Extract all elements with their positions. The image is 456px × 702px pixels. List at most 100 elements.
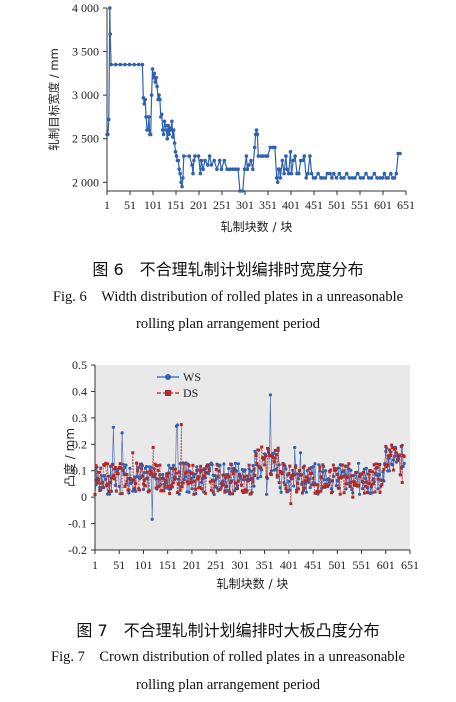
data-point-ds bbox=[327, 483, 331, 487]
data-point-ds bbox=[181, 481, 185, 485]
x-tick-label: 501 bbox=[328, 558, 346, 572]
x-tick-label: 251 bbox=[213, 198, 231, 212]
data-point-ds bbox=[311, 476, 315, 480]
data-point-ws bbox=[243, 468, 247, 472]
data-point bbox=[369, 176, 374, 180]
data-point bbox=[308, 154, 312, 158]
data-point-ds bbox=[103, 463, 107, 467]
data-point-ds bbox=[321, 463, 325, 467]
x-tick-label: 201 bbox=[190, 198, 208, 212]
data-point-ws bbox=[124, 463, 128, 467]
data-point-ds bbox=[384, 444, 388, 448]
data-point-ds bbox=[283, 483, 287, 487]
data-point-ds bbox=[323, 485, 327, 489]
data-point-ws bbox=[291, 468, 295, 472]
data-point bbox=[160, 128, 165, 132]
data-point-ds bbox=[254, 454, 258, 458]
data-point bbox=[222, 158, 227, 163]
data-point-ds bbox=[236, 486, 239, 490]
data-point-ws bbox=[324, 469, 328, 473]
data-point-ds bbox=[297, 487, 300, 491]
data-point-ws bbox=[308, 486, 312, 490]
data-point-ds bbox=[358, 475, 362, 479]
data-point-ds bbox=[336, 486, 340, 490]
data-point-ws bbox=[136, 475, 140, 479]
data-point bbox=[242, 167, 247, 171]
data-point-ds bbox=[171, 466, 174, 470]
data-point-ds bbox=[135, 461, 139, 465]
data-point-ds bbox=[372, 463, 376, 467]
data-point-ws bbox=[107, 492, 112, 496]
data-point-ds bbox=[382, 467, 386, 471]
data-point-ds bbox=[351, 495, 355, 499]
data-point-ds bbox=[389, 454, 393, 457]
data-point bbox=[187, 154, 192, 158]
data-point-ds bbox=[378, 490, 382, 494]
data-point bbox=[394, 171, 399, 176]
data-point-ds bbox=[121, 469, 125, 472]
data-point-ds bbox=[331, 463, 335, 467]
data-point-ds bbox=[239, 483, 243, 487]
figure-6-caption-cn: 图 6 不合理轧制计划编排时宽度分布 bbox=[92, 260, 364, 279]
data-point bbox=[158, 97, 162, 102]
data-point bbox=[150, 67, 155, 71]
data-point bbox=[163, 123, 168, 128]
data-point bbox=[161, 132, 166, 137]
x-tick-label: 451 bbox=[305, 198, 323, 212]
data-point-ds bbox=[371, 482, 375, 486]
data-point bbox=[172, 141, 177, 145]
data-point bbox=[372, 171, 377, 176]
data-point-ws bbox=[117, 484, 121, 488]
data-point bbox=[162, 119, 167, 124]
data-point-ds bbox=[165, 472, 169, 476]
x-tick-label: 1 bbox=[92, 558, 98, 572]
data-point bbox=[382, 171, 387, 176]
data-point-ds bbox=[285, 489, 289, 493]
data-point-ds bbox=[249, 492, 253, 496]
data-point-ds bbox=[136, 468, 140, 472]
data-point-ds bbox=[360, 472, 363, 476]
data-point-ws bbox=[183, 475, 187, 479]
data-point-ds bbox=[369, 485, 373, 489]
data-point-ws bbox=[402, 461, 406, 465]
data-point bbox=[198, 171, 203, 176]
data-point-ds bbox=[142, 482, 145, 486]
data-point-ds bbox=[200, 487, 204, 491]
data-point-ws bbox=[288, 488, 292, 492]
data-point-ws bbox=[296, 477, 301, 481]
data-point-ds bbox=[296, 481, 300, 485]
data-point-ds bbox=[331, 479, 334, 483]
data-point-ds bbox=[130, 478, 134, 482]
data-point-ds bbox=[149, 470, 153, 473]
data-point-ws bbox=[293, 445, 297, 450]
x-axis-label: 轧制块数 / 块 bbox=[217, 576, 289, 591]
figure-7-caption-cn: 图 7 不合理轧制计划编排时大板凸度分布 bbox=[76, 621, 380, 640]
data-point bbox=[233, 167, 238, 171]
data-point-ws bbox=[167, 463, 171, 467]
data-point-ds bbox=[164, 478, 168, 482]
data-point bbox=[140, 62, 145, 67]
data-point-ds bbox=[290, 477, 294, 481]
data-point-ds bbox=[114, 489, 118, 493]
data-point-ws bbox=[178, 462, 182, 466]
legend-marker-ws bbox=[165, 374, 171, 380]
data-point bbox=[284, 154, 288, 158]
data-point bbox=[180, 184, 184, 189]
y-tick-label: 3 000 bbox=[72, 88, 99, 102]
data-point-ds bbox=[110, 463, 114, 467]
data-point-ds bbox=[352, 480, 356, 484]
data-point-ds bbox=[163, 483, 167, 487]
data-point bbox=[177, 167, 181, 171]
data-point bbox=[174, 154, 179, 158]
data-point-ds bbox=[364, 480, 368, 484]
data-point-ws bbox=[111, 425, 115, 429]
data-point-ds bbox=[104, 461, 108, 465]
data-point-ws bbox=[210, 463, 214, 467]
data-point bbox=[199, 158, 204, 163]
data-point-ds bbox=[266, 446, 269, 450]
data-point bbox=[181, 176, 185, 180]
data-point-ds bbox=[107, 482, 111, 486]
data-point bbox=[293, 154, 297, 158]
data-point bbox=[196, 154, 201, 158]
data-point-ws bbox=[370, 491, 374, 495]
